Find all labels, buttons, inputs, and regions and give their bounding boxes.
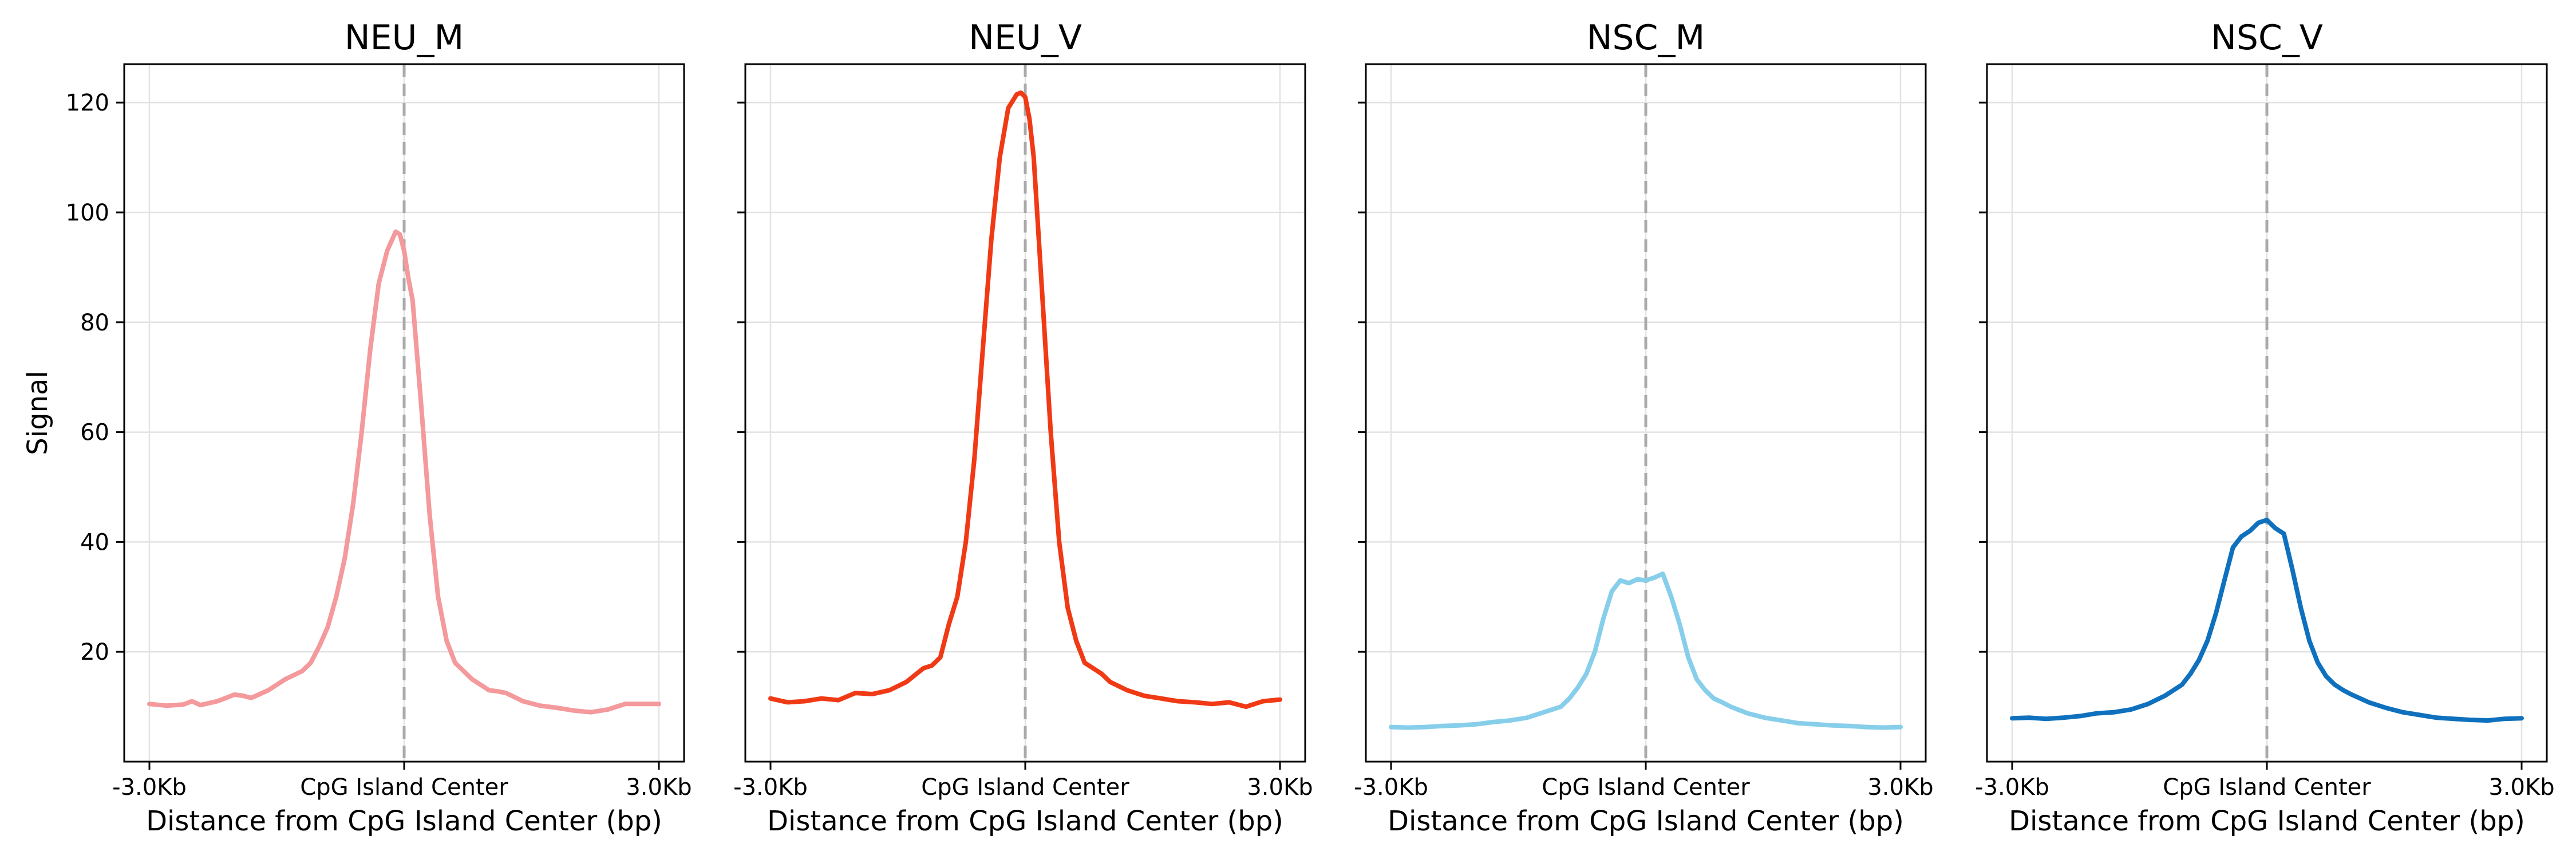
x-tick-label: -3.0Kb [112, 774, 187, 801]
x-axis-label: Distance from CpG Island Center (bp) [146, 805, 662, 837]
panel-title: NSC_V [2211, 18, 2323, 58]
chart-panel-2: -3.0Kb CpG Island Center 3.0Kb NSC_M Distanc… [1354, 18, 1933, 837]
x-axis-label: Distance from CpG Island Center (bp) [767, 805, 1283, 837]
x-tick-label: -3.0Kb [1354, 774, 1428, 801]
x-tick-label: -3.0Kb [733, 774, 808, 801]
y-tick-label: 20 [80, 639, 109, 665]
y-tick-label: 80 [80, 310, 109, 336]
x-tick-label: -3.0Kb [1975, 774, 2049, 801]
x-tick-label: CpG Island Center [1542, 774, 1750, 801]
chart-panel-1: -3.0Kb CpG Island Center 3.0Kb NEU_V Distanc… [733, 18, 1313, 837]
chart-panel-0: 20 40 60 80 100 120 -3.0Kb CpG Island Center 3.0… [22, 18, 692, 837]
x-tick-label: CpG Island Center [2163, 774, 2371, 801]
series-line [2010, 518, 2524, 723]
x-tick-label: 3.0Kb [626, 774, 692, 801]
x-tick-label: 3.0Kb [1247, 774, 1313, 801]
panel-title: NEU_M [345, 18, 464, 58]
series-line [1389, 572, 1903, 730]
y-tick-label: 40 [80, 529, 109, 555]
y-axis-label: Signal [22, 371, 54, 455]
y-tick-label: 100 [66, 200, 109, 226]
panel-title: NSC_M [1587, 18, 1705, 58]
x-tick-label: CpG Island Center [921, 774, 1129, 801]
x-axis-label: Distance from CpG Island Center (bp) [1388, 805, 1904, 837]
series-line [768, 90, 1282, 710]
y-tick-label: 60 [80, 420, 109, 446]
x-tick-label: 3.0Kb [2488, 774, 2554, 801]
y-tick-label: 120 [66, 90, 109, 116]
series-line [147, 229, 661, 715]
x-tick-label: 3.0Kb [1867, 774, 1933, 801]
chart-panel-3: -3.0Kb CpG Island Center 3.0Kb NSC_V Distanc… [1975, 18, 2554, 837]
x-tick-label: CpG Island Center [300, 774, 508, 801]
x-axis-label: Distance from CpG Island Center (bp) [2009, 805, 2525, 837]
panel-title: NEU_V [969, 18, 1082, 58]
